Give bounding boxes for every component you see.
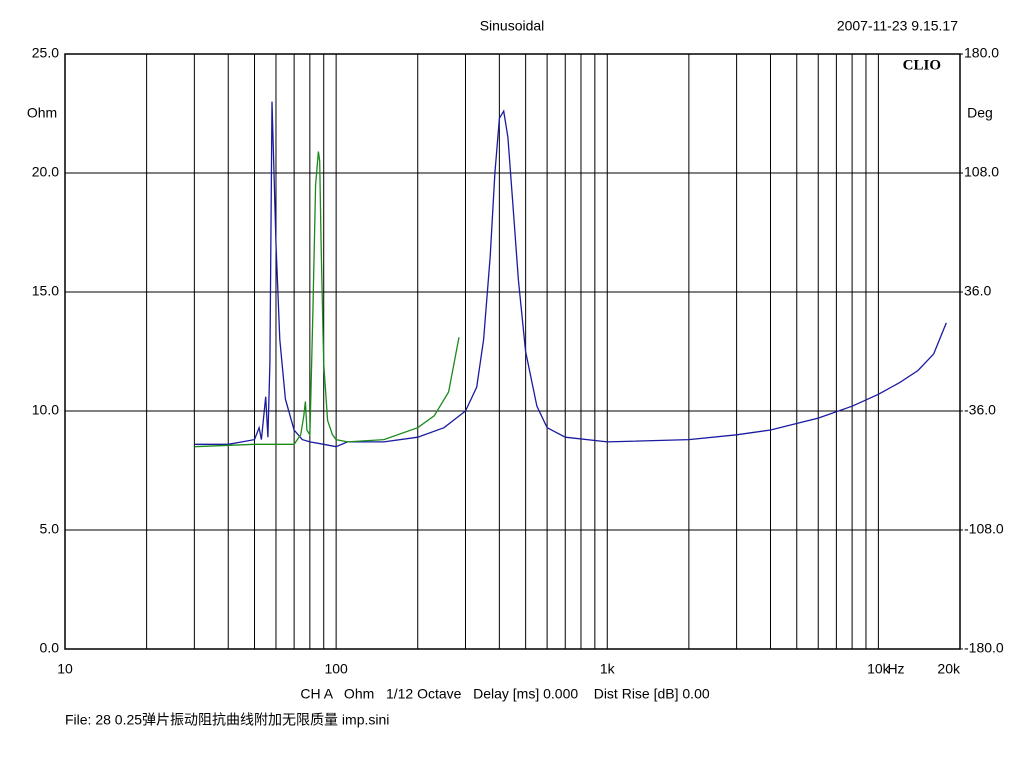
x-tick-label: 100 — [324, 661, 348, 677]
y2-axis-label: Deg — [967, 105, 993, 121]
x-axis-label: Hz — [887, 661, 904, 677]
timestamp: 2007-11-23 9.15.17 — [837, 18, 958, 34]
y-tick-label: 0.0 — [40, 640, 60, 656]
x-tick-label: 20k — [937, 661, 961, 677]
impedance-curve — [194, 101, 947, 448]
y-tick-label: 25.0 — [32, 45, 59, 61]
y-tick-label: 20.0 — [32, 164, 59, 180]
brand: CLIO — [903, 57, 941, 73]
plot-frame — [64, 53, 961, 650]
file-name: File: 28 0.25弹片振动阻抗曲线附加无限质量 imp.sini — [65, 712, 389, 728]
x-tick-label: 10 — [57, 661, 73, 677]
y2-tick-label: -108.0 — [964, 521, 1004, 537]
y-tick-label: 5.0 — [40, 521, 60, 537]
y2-tick-label: -180.0 — [964, 640, 1004, 656]
chart-title: Sinusoidal — [480, 18, 545, 34]
y2-tick-label: 180.0 — [964, 45, 999, 61]
impedance-curve — [194, 151, 460, 448]
y2-tick-label: 36.0 — [964, 283, 991, 299]
y-tick-label: 10.0 — [32, 402, 59, 418]
footer: CH A Ohm 1/12 Octave Delay [ms] 0.000 Di… — [300, 686, 709, 702]
x-tick-label: 10k — [867, 661, 891, 677]
y2-tick-label: -36.0 — [964, 402, 996, 418]
x-tick-label: 1k — [600, 661, 616, 677]
y2-tick-label: 108.0 — [964, 164, 999, 180]
y-tick-label: 15.0 — [32, 283, 59, 299]
y-axis-label: Ohm — [27, 105, 57, 121]
